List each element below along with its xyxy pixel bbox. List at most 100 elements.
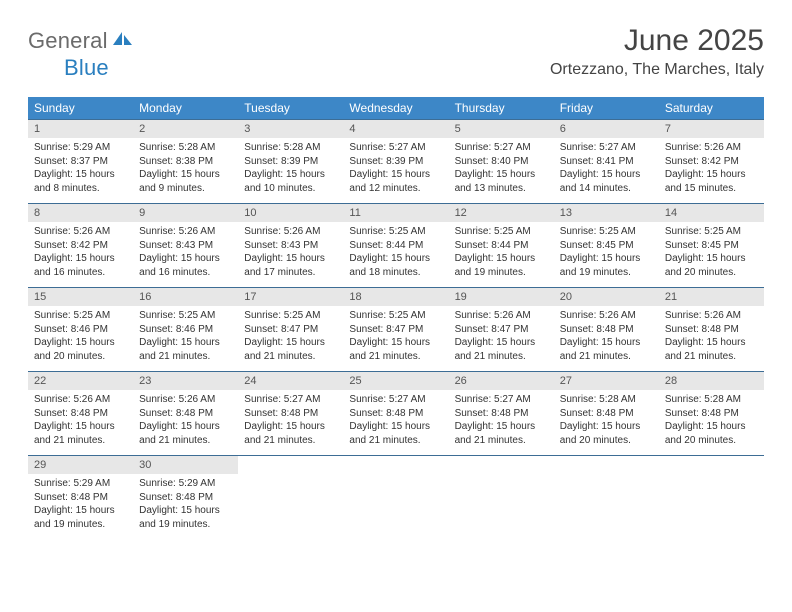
sunrise: Sunrise: 5:27 AM [244, 393, 337, 407]
sunrise: Sunrise: 5:25 AM [34, 309, 127, 323]
dow-thursday: Thursday [449, 97, 554, 120]
daynum: 25 [343, 372, 448, 391]
daynum: 1 [28, 120, 133, 139]
daylight-1: Daylight: 15 hours [560, 420, 653, 434]
daylight-2: and 19 minutes. [455, 266, 548, 280]
dow-friday: Friday [554, 97, 659, 120]
daylight-2: and 21 minutes. [244, 434, 337, 448]
daylight-1: Daylight: 15 hours [349, 252, 442, 266]
daynum: 27 [554, 372, 659, 391]
day-cell: Sunrise: 5:26 AMSunset: 8:48 PMDaylight:… [659, 306, 764, 372]
day-cell: Sunrise: 5:27 AMSunset: 8:41 PMDaylight:… [554, 138, 659, 204]
sunset: Sunset: 8:43 PM [139, 239, 232, 253]
logo-text-grey: General [28, 28, 108, 54]
daylight-2: and 12 minutes. [349, 182, 442, 196]
daylight-1: Daylight: 15 hours [560, 252, 653, 266]
daylight-2: and 16 minutes. [139, 266, 232, 280]
daynum: 28 [659, 372, 764, 391]
logo-sail-icon [112, 30, 134, 53]
sunrise: Sunrise: 5:25 AM [349, 225, 442, 239]
sunset: Sunset: 8:40 PM [455, 155, 548, 169]
sunset: Sunset: 8:39 PM [244, 155, 337, 169]
day-cell-empty [659, 474, 764, 539]
sunset: Sunset: 8:42 PM [34, 239, 127, 253]
sunrise: Sunrise: 5:25 AM [560, 225, 653, 239]
daynum: 22 [28, 372, 133, 391]
week-3-numbers: 15161718192021 [28, 288, 764, 307]
daylight-2: and 21 minutes. [139, 434, 232, 448]
daynum-empty [659, 456, 764, 475]
dow-saturday: Saturday [659, 97, 764, 120]
daylight-1: Daylight: 15 hours [244, 336, 337, 350]
daylight-1: Daylight: 15 hours [455, 420, 548, 434]
sunrise: Sunrise: 5:26 AM [34, 225, 127, 239]
sunrise: Sunrise: 5:27 AM [560, 141, 653, 155]
day-cell: Sunrise: 5:25 AMSunset: 8:46 PMDaylight:… [133, 306, 238, 372]
daylight-2: and 21 minutes. [455, 350, 548, 364]
daynum: 6 [554, 120, 659, 139]
dow-sunday: Sunday [28, 97, 133, 120]
daynum: 4 [343, 120, 448, 139]
day-cell: Sunrise: 5:26 AMSunset: 8:48 PMDaylight:… [133, 390, 238, 456]
day-cell: Sunrise: 5:28 AMSunset: 8:39 PMDaylight:… [238, 138, 343, 204]
daylight-2: and 21 minutes. [665, 350, 758, 364]
daylight-1: Daylight: 15 hours [244, 420, 337, 434]
daynum: 18 [343, 288, 448, 307]
day-cell: Sunrise: 5:29 AMSunset: 8:37 PMDaylight:… [28, 138, 133, 204]
day-cell: Sunrise: 5:25 AMSunset: 8:44 PMDaylight:… [449, 222, 554, 288]
page-title: June 2025 [550, 24, 764, 57]
sunset: Sunset: 8:48 PM [34, 491, 127, 505]
day-cell: Sunrise: 5:26 AMSunset: 8:42 PMDaylight:… [28, 222, 133, 288]
daynum: 2 [133, 120, 238, 139]
sunrise: Sunrise: 5:27 AM [349, 141, 442, 155]
sunset: Sunset: 8:46 PM [34, 323, 127, 337]
sunrise: Sunrise: 5:25 AM [139, 309, 232, 323]
daylight-2: and 20 minutes. [665, 266, 758, 280]
daylight-1: Daylight: 15 hours [139, 504, 232, 518]
sunset: Sunset: 8:48 PM [139, 491, 232, 505]
daylight-1: Daylight: 15 hours [455, 336, 548, 350]
daylight-1: Daylight: 15 hours [34, 252, 127, 266]
day-cell: Sunrise: 5:27 AMSunset: 8:48 PMDaylight:… [343, 390, 448, 456]
daylight-1: Daylight: 15 hours [455, 168, 548, 182]
daylight-1: Daylight: 15 hours [139, 168, 232, 182]
day-cell: Sunrise: 5:25 AMSunset: 8:45 PMDaylight:… [659, 222, 764, 288]
daylight-2: and 8 minutes. [34, 182, 127, 196]
daylight-2: and 20 minutes. [665, 434, 758, 448]
sunset: Sunset: 8:37 PM [34, 155, 127, 169]
sunrise: Sunrise: 5:27 AM [455, 393, 548, 407]
daynum-empty [238, 456, 343, 475]
daylight-2: and 18 minutes. [349, 266, 442, 280]
sunset: Sunset: 8:48 PM [139, 407, 232, 421]
sunrise: Sunrise: 5:26 AM [139, 225, 232, 239]
day-cell: Sunrise: 5:29 AMSunset: 8:48 PMDaylight:… [133, 474, 238, 539]
week-1-numbers: 1 2 3 4 5 6 7 [28, 120, 764, 139]
daylight-2: and 21 minutes. [244, 350, 337, 364]
sunrise: Sunrise: 5:26 AM [455, 309, 548, 323]
week-2-data: Sunrise: 5:26 AMSunset: 8:42 PMDaylight:… [28, 222, 764, 288]
daynum: 29 [28, 456, 133, 475]
daynum: 14 [659, 204, 764, 223]
daylight-1: Daylight: 15 hours [34, 504, 127, 518]
day-cell: Sunrise: 5:29 AMSunset: 8:48 PMDaylight:… [28, 474, 133, 539]
day-cell: Sunrise: 5:28 AMSunset: 8:38 PMDaylight:… [133, 138, 238, 204]
day-cell: Sunrise: 5:25 AMSunset: 8:46 PMDaylight:… [28, 306, 133, 372]
daylight-1: Daylight: 15 hours [244, 252, 337, 266]
sunrise: Sunrise: 5:26 AM [665, 141, 758, 155]
dow-monday: Monday [133, 97, 238, 120]
daynum: 19 [449, 288, 554, 307]
sunrise: Sunrise: 5:25 AM [665, 225, 758, 239]
day-cell: Sunrise: 5:25 AMSunset: 8:44 PMDaylight:… [343, 222, 448, 288]
sunset: Sunset: 8:48 PM [455, 407, 548, 421]
sunset: Sunset: 8:38 PM [139, 155, 232, 169]
daylight-2: and 17 minutes. [244, 266, 337, 280]
daylight-2: and 21 minutes. [34, 434, 127, 448]
logo: General [28, 24, 136, 54]
daylight-2: and 10 minutes. [244, 182, 337, 196]
sunset: Sunset: 8:47 PM [244, 323, 337, 337]
day-cell: Sunrise: 5:28 AMSunset: 8:48 PMDaylight:… [554, 390, 659, 456]
sunset: Sunset: 8:47 PM [349, 323, 442, 337]
week-5-numbers: 29 30 [28, 456, 764, 475]
daynum: 13 [554, 204, 659, 223]
day-cell: Sunrise: 5:26 AMSunset: 8:43 PMDaylight:… [238, 222, 343, 288]
